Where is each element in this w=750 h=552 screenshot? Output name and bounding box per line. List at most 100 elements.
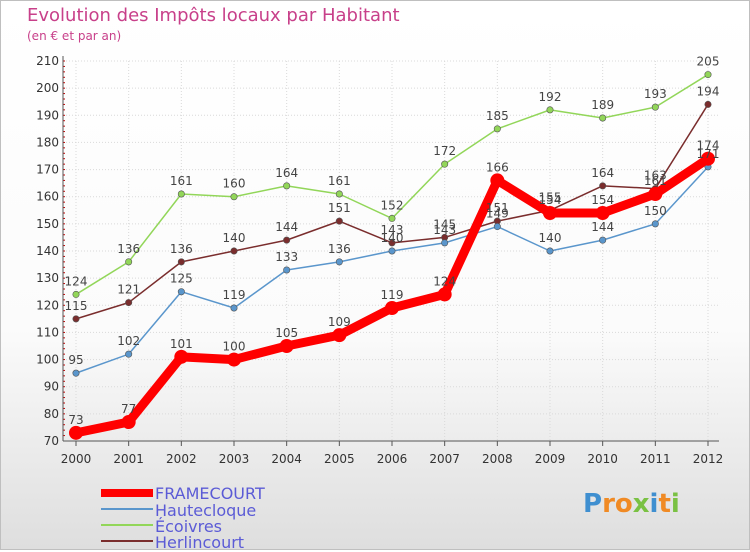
data-point-herlincourt-2001 [125, 299, 133, 307]
x-tick-label-2009: 2009 [535, 452, 566, 466]
x-tick-label-2008: 2008 [482, 452, 513, 466]
data-label-herlincourt-2008: 151 [486, 201, 509, 215]
data-label-framecourt-2008: 166 [486, 160, 509, 174]
data-point-écoivres-2012 [704, 71, 712, 79]
y-tick-label-120: 120 [36, 298, 59, 312]
data-label-framecourt-2010: 154 [591, 193, 614, 207]
data-point-écoivres-2003 [230, 193, 238, 201]
data-label-écoivres-2011: 193 [644, 87, 667, 101]
chart-subtitle: (en € et par an) [27, 29, 122, 43]
data-label-hautecloque-2012: 171 [697, 147, 720, 161]
data-point-framecourt-2009 [543, 206, 557, 220]
logo-letter: x [632, 489, 650, 519]
data-point-écoivres-2007 [441, 160, 449, 168]
data-point-herlincourt-2003 [230, 247, 238, 255]
legend-swatch-framecourt [101, 489, 153, 497]
x-tick-label-2001: 2001 [113, 452, 144, 466]
data-label-herlincourt-2001: 121 [117, 283, 140, 297]
data-label-herlincourt-2012: 194 [697, 84, 720, 98]
data-point-herlincourt-2006 [388, 239, 396, 247]
data-point-herlincourt-2012 [704, 100, 712, 108]
legend-label-hautecloque: Hautecloque [155, 501, 257, 520]
data-label-framecourt-2005: 109 [328, 315, 351, 329]
x-tick-label-2002: 2002 [166, 452, 197, 466]
data-label-herlincourt-2010: 164 [591, 166, 614, 180]
data-label-écoivres-2005: 161 [328, 174, 351, 188]
data-label-écoivres-2002: 161 [170, 174, 193, 188]
data-point-framecourt-2001 [121, 415, 136, 429]
data-label-framecourt-2012: 174 [697, 139, 720, 153]
data-label-herlincourt-2000: 115 [65, 299, 88, 313]
legend-swatch-herlincourt [101, 540, 153, 542]
data-point-framecourt-2003 [227, 352, 241, 367]
data-point-framecourt-2008 [490, 173, 505, 188]
data-label-framecourt-2000: 73 [68, 413, 83, 427]
data-label-herlincourt-2009: 155 [539, 190, 562, 204]
data-label-herlincourt-2004: 144 [275, 220, 298, 234]
x-tick-label-2000: 2000 [61, 452, 92, 466]
data-label-écoivres-2000: 124 [65, 274, 88, 288]
data-point-hautecloque-2011 [651, 220, 659, 228]
y-tick-label-170: 170 [36, 163, 59, 177]
data-point-herlincourt-2005 [335, 217, 343, 225]
data-label-framecourt-2006: 119 [381, 288, 404, 302]
data-point-écoivres-2008 [493, 125, 501, 133]
logo-letter: r [602, 489, 615, 519]
y-tick-label-200: 200 [36, 81, 59, 95]
data-point-écoivres-2004 [283, 182, 291, 190]
data-point-hautecloque-2000 [72, 369, 80, 377]
data-point-framecourt-2004 [279, 339, 294, 353]
y-tick-label-180: 180 [36, 135, 59, 149]
data-point-framecourt-2007 [437, 287, 452, 302]
data-label-herlincourt-2002: 136 [170, 242, 193, 256]
data-label-framecourt-2002: 101 [170, 337, 193, 351]
data-label-herlincourt-2007: 145 [433, 217, 456, 231]
data-label-framecourt-2011: 161 [644, 174, 667, 188]
data-point-framecourt-2002 [174, 349, 189, 364]
data-point-hautecloque-2001 [125, 350, 133, 358]
x-tick-label-2004: 2004 [271, 452, 302, 466]
data-label-hautecloque-2010: 144 [591, 220, 614, 234]
data-label-herlincourt-2003: 140 [223, 231, 246, 245]
data-point-écoivres-2010 [599, 114, 607, 122]
x-tick-label-2011: 2011 [640, 452, 671, 466]
data-label-framecourt-2004: 105 [275, 326, 298, 340]
legend-label-ecoivres: Écoivres [155, 517, 223, 536]
data-label-framecourt-2003: 100 [223, 340, 246, 354]
data-label-hautecloque-2003: 119 [223, 288, 246, 302]
y-tick-label-150: 150 [36, 217, 59, 231]
x-tick-label-2003: 2003 [219, 452, 250, 466]
x-tick-label-2005: 2005 [324, 452, 355, 466]
data-label-hautecloque-2011: 150 [644, 204, 667, 218]
chart-title: Evolution des Impôts locaux par Habitant [27, 5, 400, 26]
logo-letter: t [658, 489, 671, 519]
data-point-framecourt-2010 [595, 206, 610, 220]
data-label-herlincourt-2006: 143 [381, 223, 404, 237]
data-label-écoivres-2006: 152 [381, 198, 404, 212]
data-point-hautecloque-2004 [283, 266, 291, 274]
data-point-hautecloque-2006 [388, 247, 396, 255]
data-label-hautecloque-2008: 149 [486, 207, 509, 221]
data-point-hautecloque-2003 [230, 304, 238, 312]
data-label-hautecloque-2006: 140 [381, 231, 404, 245]
data-point-framecourt-2006 [385, 301, 399, 315]
data-point-herlincourt-2004 [283, 236, 291, 244]
data-label-hautecloque-2009: 140 [539, 231, 562, 245]
data-label-framecourt-2009: 154 [539, 193, 562, 207]
data-label-hautecloque-2007: 143 [433, 223, 456, 237]
data-label-framecourt-2001: 77 [121, 402, 136, 416]
data-point-écoivres-2006 [388, 214, 396, 222]
data-point-écoivres-2005 [335, 190, 343, 198]
data-point-framecourt-2011 [648, 187, 663, 201]
legend-label-herlincourt: Herlincourt [155, 533, 245, 552]
y-tick-label-160: 160 [36, 190, 59, 204]
y-tick-label-70: 70 [44, 434, 59, 448]
data-label-framecourt-2007: 124 [433, 274, 456, 288]
data-point-framecourt-2000 [69, 425, 83, 440]
data-label-écoivres-2010: 189 [591, 98, 614, 112]
y-tick-label-80: 80 [44, 407, 59, 421]
legend-label-framecourt: FRAMECOURT [155, 484, 265, 503]
data-point-hautecloque-2010 [599, 236, 607, 244]
